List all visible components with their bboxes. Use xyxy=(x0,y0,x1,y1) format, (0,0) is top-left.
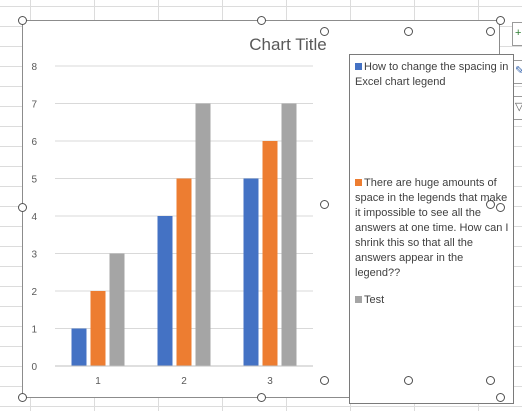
legend-entry-series-2[interactable]: There are huge amounts of space in the l… xyxy=(355,176,509,281)
legend-resize-handle-top-left[interactable] xyxy=(320,27,329,36)
bar-series-3-category-1[interactable] xyxy=(109,253,125,367)
bar-series-2-category-2[interactable] xyxy=(176,178,192,367)
y-tick-label: 5 xyxy=(31,175,37,186)
legend-resize-handle-bottom-right[interactable] xyxy=(486,376,495,385)
legend-label-series-1: How to change the spacing in Excel chart… xyxy=(355,61,509,88)
legend-key-series-2 xyxy=(355,179,362,186)
bar-series-1-category-2[interactable] xyxy=(157,216,173,366)
x-tick-label-2: 2 xyxy=(181,376,187,387)
bar-series-1-category-1[interactable] xyxy=(71,328,87,367)
chart-resize-handle-left[interactable] xyxy=(18,203,27,212)
legend-entry-series-3[interactable]: Test xyxy=(355,293,509,308)
legend-entry-series-1[interactable]: How to change the spacing in Excel chart… xyxy=(355,60,509,90)
chart-resize-handle-top-right[interactable] xyxy=(496,16,505,25)
bar-series-3-category-3[interactable] xyxy=(281,103,297,367)
chart-resize-handle-bottom-left[interactable] xyxy=(18,393,27,402)
y-tick-label: 1 xyxy=(31,325,37,336)
legend-resize-handle-top[interactable] xyxy=(404,27,413,36)
chart-area[interactable]: Chart Title 0 1 2 3 4 5 6 7 8 1 2 3 How to change … xyxy=(22,20,514,404)
x-tick-label-1: 1 xyxy=(95,376,101,387)
y-tick-label: 2 xyxy=(31,287,37,298)
y-axis-tick-labels: 0 1 2 3 4 5 6 7 8 xyxy=(31,62,37,373)
y-tick-label: 3 xyxy=(31,250,37,261)
y-tick-label: 8 xyxy=(31,62,37,73)
legend-key-series-3 xyxy=(355,296,362,303)
bar-series-2-category-1[interactable] xyxy=(90,291,106,366)
legend-resize-handle-bottom-left[interactable] xyxy=(320,376,329,385)
filter-icon: ▽ xyxy=(515,101,522,113)
chart-resize-handle-bottom[interactable] xyxy=(257,393,266,402)
chart-title[interactable]: Chart Title xyxy=(249,35,327,54)
chart-resize-handle-top[interactable] xyxy=(257,16,266,25)
chart-resize-handle-right[interactable] xyxy=(496,203,505,212)
brush-icon: ✎ xyxy=(515,65,522,77)
chart-resize-handle-top-left[interactable] xyxy=(18,16,27,25)
plus-icon: + xyxy=(515,27,522,39)
x-axis-tick-labels: 1 2 3 xyxy=(95,376,273,387)
bars[interactable] xyxy=(71,103,297,367)
plot-area[interactable]: 0 1 2 3 4 5 6 7 8 1 2 3 xyxy=(23,21,323,399)
legend-resize-handle-left[interactable] xyxy=(320,200,329,209)
bar-series-3-category-2[interactable] xyxy=(195,103,211,367)
chart-resize-handle-bottom-right[interactable] xyxy=(496,393,505,402)
legend-label-series-3: Test xyxy=(364,294,385,306)
legend-resize-handle-right[interactable] xyxy=(486,200,495,209)
chart-elements-button[interactable]: + xyxy=(512,22,522,46)
legend-label-series-2: There are huge amounts of space in the l… xyxy=(355,177,509,279)
y-tick-label: 0 xyxy=(31,362,37,373)
legend-resize-handle-bottom[interactable] xyxy=(404,376,413,385)
bar-series-1-category-3[interactable] xyxy=(243,178,259,367)
legend-resize-handle-top-right[interactable] xyxy=(486,27,495,36)
legend-key-series-1 xyxy=(355,63,362,70)
y-tick-label: 7 xyxy=(31,100,37,111)
x-tick-label-3: 3 xyxy=(267,376,273,387)
legend[interactable]: How to change the spacing in Excel chart… xyxy=(349,54,514,404)
y-tick-label: 6 xyxy=(31,137,37,148)
y-tick-label: 4 xyxy=(31,212,37,223)
bar-series-2-category-3[interactable] xyxy=(262,141,278,366)
